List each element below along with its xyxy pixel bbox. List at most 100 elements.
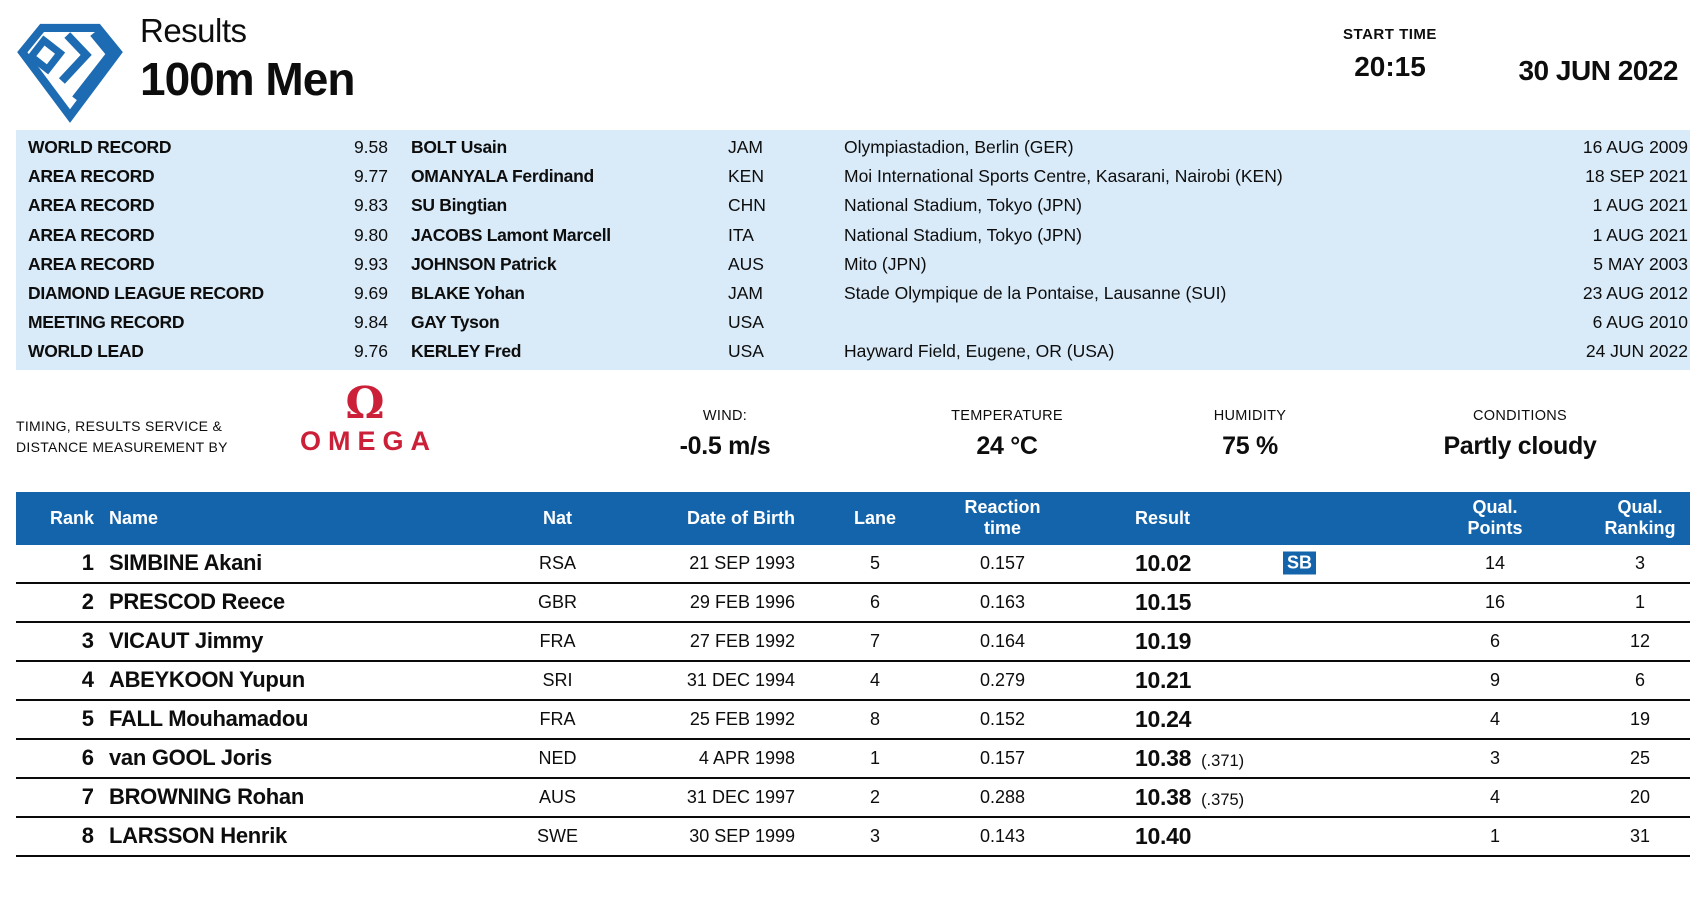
record-type: WORLD LEAD <box>28 341 144 362</box>
wind-block: WIND: -0.5 m/s <box>625 408 825 461</box>
wind-value: -0.5 m/s <box>679 431 771 460</box>
athlete-lane: 6 <box>869 591 880 612</box>
athlete-lane: 4 <box>869 669 880 690</box>
record-nationality: JAM <box>728 137 763 158</box>
column-header-reaction-time: Reaction time <box>964 497 1041 538</box>
start-time-value: 20:15 <box>1354 51 1426 82</box>
results-table-header: Rank Name Nat Date of Birth Lane Reactio… <box>16 491 1690 545</box>
athlete-date-of-birth: 25 FEB 1992 <box>689 708 795 729</box>
record-nationality: USA <box>728 312 764 333</box>
athlete-result: 10.38 <box>1135 744 1192 771</box>
timing-note-line2: DISTANCE MEASUREMENT BY <box>16 438 228 455</box>
temperature-label: TEMPERATURE <box>951 407 1063 424</box>
athlete-result-cell: 10.19 <box>1055 628 1400 655</box>
record-nationality: USA <box>728 341 764 362</box>
athlete-name: VICAUT Jimmy <box>109 628 264 653</box>
record-row: MEETING RECORD 9.84 GAY Tyson USA 6 AUG … <box>28 308 1690 337</box>
event-date: 30 JUN 2022 <box>1518 55 1678 86</box>
record-date: 16 AUG 2009 <box>1582 137 1688 158</box>
athlete-reaction-time: 0.163 <box>979 591 1026 612</box>
athlete-date-of-birth: 21 SEP 1993 <box>689 552 795 573</box>
athlete-result: 10.38 <box>1135 783 1192 810</box>
start-time-label: START TIME <box>1343 26 1437 43</box>
athlete-rank: 6 <box>81 745 94 770</box>
athlete-name: LARSSON Henrik <box>109 823 287 848</box>
page-header: Results 100m Men START TIME 20:15 30 JUN… <box>0 0 1706 130</box>
athlete-qual-ranking: 19 <box>1629 708 1651 729</box>
athlete-result: 10.21 <box>1135 666 1192 693</box>
result-row: 3 VICAUT Jimmy FRA 27 FEB 1992 7 0.164 1… <box>16 623 1690 662</box>
athlete-rank: 2 <box>81 589 94 614</box>
athlete-result: 10.15 <box>1135 588 1192 615</box>
athlete-qual-ranking: 1 <box>1634 591 1645 612</box>
result-row: 8 LARSSON Henrik SWE 30 SEP 1999 3 0.143… <box>16 818 1690 857</box>
conditions-label: CONDITIONS <box>1472 407 1568 424</box>
record-row: AREA RECORD 9.77 OMANYALA Ferdinand KEN … <box>28 162 1690 191</box>
athlete-reaction-time: 0.157 <box>979 552 1026 573</box>
results-table-body: 1 SIMBINE Akani RSA 21 SEP 1993 5 0.157 … <box>16 545 1690 857</box>
athlete-result: 10.40 <box>1135 822 1192 849</box>
athlete-qual-points: 16 <box>1484 591 1506 612</box>
athlete-nationality: FRA <box>539 630 576 651</box>
athlete-result-note: (.375) <box>1201 790 1245 809</box>
column-header-name: Name <box>109 507 159 528</box>
omega-logo: Ω OMEGA <box>280 377 450 457</box>
omega-symbol-icon: Ω <box>345 377 385 429</box>
athlete-rank: 1 <box>81 550 94 575</box>
athlete-result-cell: 10.24 <box>1055 706 1400 733</box>
record-mark: 9.76 <box>353 341 388 362</box>
result-row: 1 SIMBINE Akani RSA 21 SEP 1993 5 0.157 … <box>16 545 1690 584</box>
record-mark: 9.80 <box>353 224 388 245</box>
athlete-rank: 4 <box>81 667 94 692</box>
athlete-result-cell: 10.40 <box>1055 823 1400 850</box>
record-venue: Mito (JPN) <box>844 253 927 274</box>
athlete-name: PRESCOD Reece <box>109 589 285 614</box>
athlete-nationality: RSA <box>538 552 576 573</box>
record-row: AREA RECORD 9.80 JACOBS Lamont Marcell I… <box>28 221 1690 250</box>
humidity-block: HUMIDITY 75 % <box>1150 408 1350 461</box>
result-row: 5 FALL Mouhamadou FRA 25 FEB 1992 8 0.15… <box>16 701 1690 740</box>
record-date: 23 AUG 2012 <box>1582 283 1688 304</box>
athlete-nationality: AUS <box>538 786 576 807</box>
athlete-reaction-time: 0.157 <box>979 747 1026 768</box>
record-venue: Moi International Sports Centre, Kasaran… <box>844 166 1283 187</box>
record-mark: 9.84 <box>353 312 388 333</box>
record-date: 1 AUG 2021 <box>1592 195 1688 216</box>
athlete-qual-points: 9 <box>1489 669 1500 690</box>
result-row: 4 ABEYKOON Yupun SRI 31 DEC 1994 4 0.279… <box>16 662 1690 701</box>
athlete-date-of-birth: 31 DEC 1997 <box>686 786 795 807</box>
record-date: 1 AUG 2021 <box>1592 224 1688 245</box>
athlete-result: 10.24 <box>1135 705 1192 732</box>
athlete-qual-points: 14 <box>1484 552 1506 573</box>
athlete-nationality: SRI <box>542 669 573 690</box>
athlete-rank: 7 <box>81 784 94 809</box>
athlete-qual-ranking: 6 <box>1634 669 1645 690</box>
results-table: Rank Name Nat Date of Birth Lane Reactio… <box>16 491 1690 857</box>
athlete-result-cell: 10.38 (.371) <box>1055 745 1400 772</box>
athlete-name: BROWNING Rohan <box>109 784 305 809</box>
athlete-nationality: GBR <box>537 591 577 612</box>
athlete-nationality: NED <box>538 747 577 768</box>
timing-note-line1: TIMING, RESULTS SERVICE & <box>16 417 223 434</box>
title-block: Results 100m Men <box>140 12 355 106</box>
record-venue: National Stadium, Tokyo (JPN) <box>844 224 1082 245</box>
athlete-qual-points: 4 <box>1489 708 1500 729</box>
record-date: 24 JUN 2022 <box>1585 341 1688 362</box>
athlete-name: SIMBINE Akani <box>109 550 262 575</box>
athlete-result-cell: 10.15 <box>1055 589 1400 616</box>
column-header-date-of-birth: Date of Birth <box>687 507 795 528</box>
column-header-qual-points: Qual. Points <box>1467 497 1523 538</box>
record-date: 18 SEP 2021 <box>1585 166 1688 187</box>
humidity-label: HUMIDITY <box>1213 407 1287 424</box>
athlete-qual-ranking: 25 <box>1629 747 1651 768</box>
season-best-badge: SB <box>1283 551 1317 575</box>
diamond-league-logo-icon <box>17 23 123 123</box>
conditions-panel: TIMING, RESULTS SERVICE & DISTANCE MEASU… <box>0 370 1706 492</box>
athlete-qual-points: 4 <box>1489 786 1500 807</box>
result-row: 2 PRESCOD Reece GBR 29 FEB 1996 6 0.163 … <box>16 584 1690 623</box>
record-venue: Stade Olympique de la Pontaise, Lausanne… <box>844 283 1227 304</box>
record-mark: 9.83 <box>353 195 388 216</box>
athlete-reaction-time: 0.152 <box>979 708 1026 729</box>
record-row: AREA RECORD 9.83 SU Bingtian CHN Nationa… <box>28 191 1690 220</box>
athlete-result: 10.19 <box>1135 627 1192 654</box>
